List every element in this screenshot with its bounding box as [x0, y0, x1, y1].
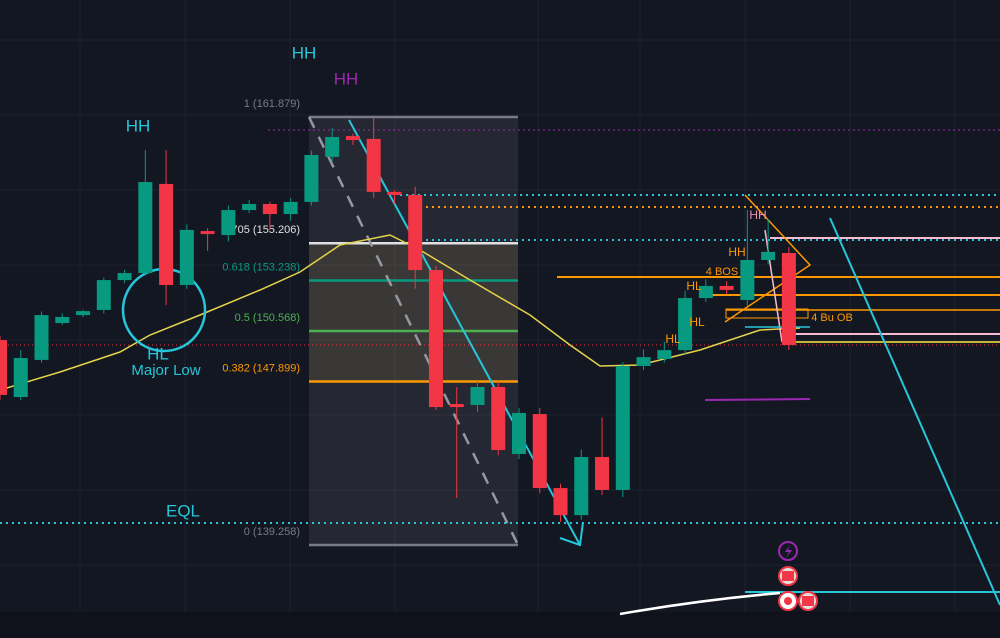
candle-body — [242, 204, 257, 211]
candle-body — [719, 285, 734, 290]
candle-body — [262, 204, 277, 215]
candle-body — [781, 253, 796, 345]
candle-body — [55, 316, 70, 324]
fib-label: 0.705 (155.206) — [222, 224, 300, 236]
candle-body — [34, 315, 49, 360]
candle-body — [179, 229, 194, 285]
annotation: HL — [665, 332, 681, 346]
candle-body — [761, 251, 776, 261]
candle-body — [470, 386, 485, 405]
fib-label: 0.5 (150.568) — [235, 312, 300, 324]
candles — [0, 117, 796, 522]
annotation: HH — [126, 116, 151, 135]
candle-body — [698, 285, 713, 299]
candle-body — [428, 270, 443, 408]
candle-body — [283, 201, 298, 215]
candle-body — [678, 298, 693, 351]
fib-label: 0.618 (153.238) — [222, 261, 300, 273]
candle-body — [159, 183, 174, 285]
annotation: HH — [749, 208, 766, 222]
annotation: HH — [292, 43, 317, 62]
candle-body — [553, 488, 568, 516]
fib-label: 0.382 (147.899) — [222, 362, 300, 374]
candle-body — [13, 358, 28, 398]
candle-body — [0, 340, 7, 395]
candle-body — [117, 273, 132, 281]
fib-label: 1 (161.879) — [244, 98, 300, 110]
annotation: Major Low — [131, 362, 200, 379]
bottom-strip — [0, 612, 1000, 638]
candle-body — [491, 386, 506, 451]
annotation: EQL — [166, 501, 200, 520]
candle-body — [387, 191, 402, 195]
candle-body — [740, 260, 755, 300]
candle-body — [325, 137, 340, 157]
annotation: HL — [689, 315, 705, 329]
candle-body — [449, 404, 464, 408]
candle-body — [76, 311, 91, 316]
annotation: HL — [686, 279, 702, 293]
candle-body — [138, 182, 153, 274]
annotation: HL — [147, 344, 169, 363]
candle-body — [345, 136, 360, 141]
candle-body — [512, 412, 526, 454]
annotation: 4 BOS — [706, 266, 738, 278]
annotation: 4 Bu OB — [811, 312, 853, 324]
candle-body — [221, 210, 236, 236]
candle-body — [304, 154, 319, 202]
annotation: HH — [728, 245, 745, 259]
candle-body — [366, 138, 381, 192]
candle-body — [408, 194, 423, 271]
candle-body — [532, 414, 547, 489]
event-icons — [778, 541, 818, 611]
candle-body — [636, 357, 651, 366]
candle-body — [574, 457, 589, 516]
candle-body — [200, 231, 215, 235]
fib-label: 0 (139.258) — [244, 526, 300, 538]
candle-body — [96, 280, 111, 310]
annotation: HH — [334, 69, 359, 88]
candle-body — [615, 365, 630, 490]
candle-body — [595, 457, 610, 490]
candle-body — [657, 350, 672, 359]
